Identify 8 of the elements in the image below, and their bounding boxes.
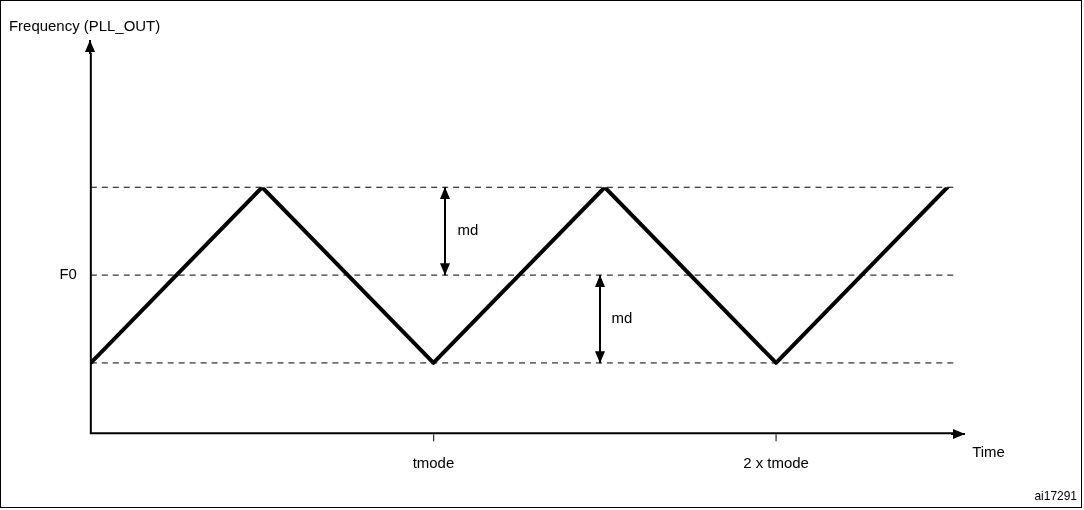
text: ai17291 <box>1034 489 1078 504</box>
ref-line-label: F0 <box>59 265 77 283</box>
annotation: md <box>611 309 633 327</box>
x-axis-title: Time <box>972 443 1005 461</box>
x-tick-label: 2 x tmode <box>743 454 809 472</box>
text: Frequency (PLL_OUT) <box>8 17 161 35</box>
x-tick-label: tmode <box>412 454 455 472</box>
annotation: md <box>457 221 479 239</box>
